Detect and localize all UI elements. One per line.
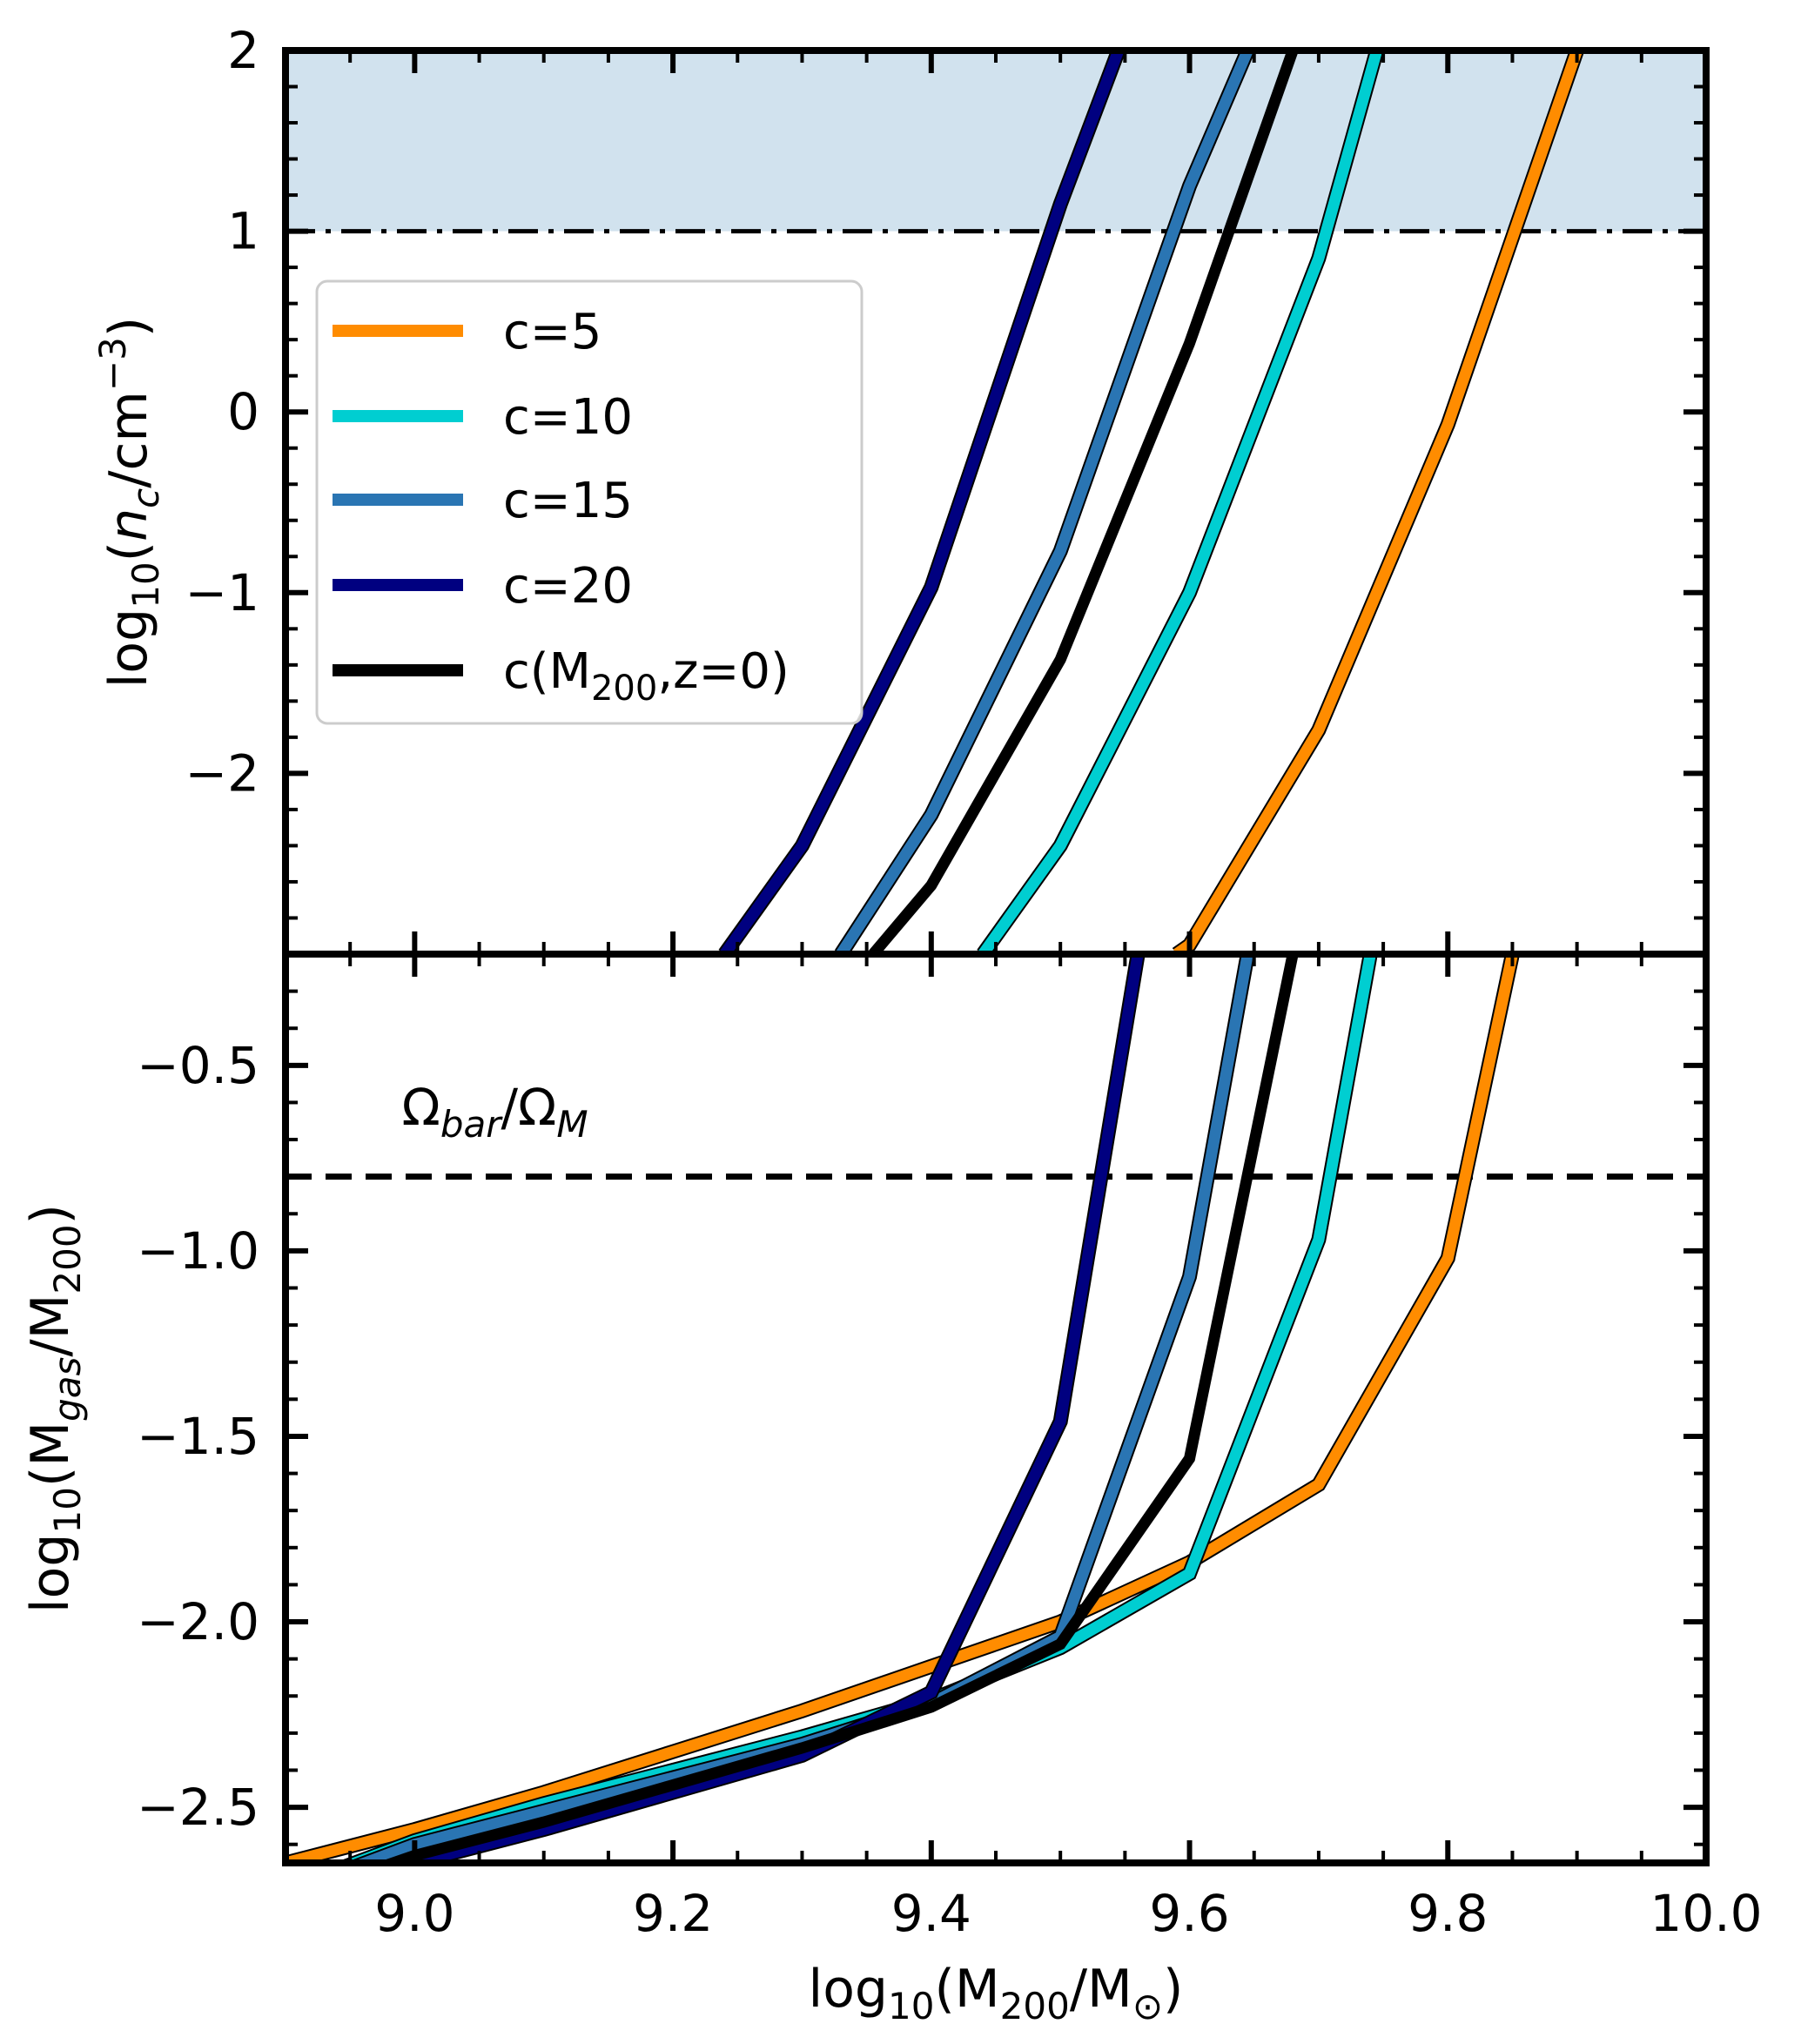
bottom-ytick-label: −0.5 [137,1036,259,1095]
xtick-label: 9.2 [633,1884,713,1943]
bottom-series-group [286,954,1520,1863]
top-ytick-label: 1 [227,202,259,261]
top-ytick-label: −1 [185,563,260,622]
legend-label-c5: c=5 [503,304,601,360]
legend-label-cm200-b: ,z=0) [657,643,790,700]
legend-label-cm200-a: c(M [503,643,591,700]
top-line-c-5 [1173,50,1583,954]
legend-entry-c20: c=20 [333,558,633,615]
bottom-ytick-label: −1.0 [137,1221,259,1281]
bottom-ytick-label: −1.5 [137,1407,259,1466]
omega-m-sub: M [556,1103,588,1146]
xlabel-log: log [809,1959,888,2020]
top-ylabel-n: n [98,508,159,541]
xtick-label: 9.4 [891,1884,971,1943]
bottom-ylabel-open: (M [20,1422,81,1487]
top-line-c-20 [720,50,1124,954]
omega-m-symbol: /Ω [501,1078,557,1137]
omega-bar-sub: bar [440,1103,503,1146]
bottom-ylabel-log: log [20,1534,81,1613]
xlabel-mid: /M [1070,1959,1132,2020]
top-ylabel-open: ( [98,541,159,561]
xlabel-sun: ⊙ [1132,1985,1163,2027]
top-line-c-m200-z-0 [869,50,1299,954]
legend-label-c15: c=15 [503,473,633,529]
top-ylabel-unit: /cm [98,391,159,488]
top-line-c-10 [978,50,1382,954]
xlabel-sub10: 10 [888,1985,934,2027]
bottom-line-c-5-outline [286,954,1520,1863]
bottom-ylabel-gas: gas [46,1357,89,1422]
bottom-ylabel-mid: /M [20,1294,81,1357]
bottom-ylabel-sub10: 10 [46,1487,89,1533]
legend-label-cm200-sub: 200 [591,669,657,709]
xtick-label: 9.0 [374,1884,454,1943]
top-ylabel-log: log [98,608,159,688]
legend-label-c10: c=10 [503,389,633,446]
xlabel-sub200: 200 [1000,1985,1070,2027]
bottom-line-c-m200-z-0 [375,954,1299,1863]
omega-bar-symbol: Ω [402,1078,440,1137]
xtick-label: 9.6 [1149,1884,1229,1943]
xlabel-open: (M [934,1959,999,2020]
bottom-ytick-label: −2.5 [137,1778,259,1837]
bottom-ytick-label: −2.0 [137,1592,259,1651]
top-ylabel-close: ) [98,317,159,337]
legend-label-cm200: c(M200,z=0) [503,643,790,709]
top-ytick-label: 0 [227,382,259,441]
top-ytick-label: 2 [227,21,259,80]
legend-label-c20: c=20 [503,558,633,615]
bottom-axes-frame [282,951,1710,1866]
omega-ratio-annotation: Ωbar/ΩM [402,1078,588,1146]
bottom-ylabel: log10(Mgas/M200) [20,1204,89,1613]
xtick-label: 10.0 [1650,1884,1762,1943]
top-ylabel: log10(nc/cm−3) [91,317,167,688]
top-panel: −2 −1 0 1 2 [185,21,1709,954]
top-ylabel-sub10: 10 [124,561,167,608]
top-series-group [718,50,1584,954]
legend-entry-c15: c=15 [333,473,633,529]
bottom-ylabel-close: ) [20,1204,81,1224]
xlabel: log10(M200/M⊙) [809,1959,1184,2027]
bottom-line-c-20 [395,954,1144,1863]
legend-entry-c10: c=10 [333,389,633,446]
legend-entry-cm200: c(M200,z=0) [333,643,790,709]
bottom-ticks: −2.5 −2.0 −1.5 −1.0 −0.5 9.0 9.2 9.4 9.6 9.8 10.0 [137,954,1763,1943]
legend-box [315,279,864,725]
bottom-panel: −2.5 −2.0 −1.5 −1.0 −0.5 9.0 9.2 9.4 9.6 9.8 10.0 [137,954,1763,1943]
dense-gas-shaded-region [286,50,1706,232]
legend: c=5 c=10 c=15 c=20 c(M200,z=0) [315,279,864,725]
bottom-ylabel-sub200: 200 [46,1224,89,1294]
top-line-c-15 [836,50,1253,954]
top-ylabel-sup: −3 [91,337,134,391]
legend-entry-c5: c=5 [333,304,601,360]
xlabel-close: ) [1163,1959,1183,2020]
top-ytick-label: −2 [185,743,260,803]
xtick-label: 9.8 [1408,1884,1488,1943]
top-ylabel-nsub: c [124,488,167,508]
bottom-line-c-5 [286,954,1518,1863]
